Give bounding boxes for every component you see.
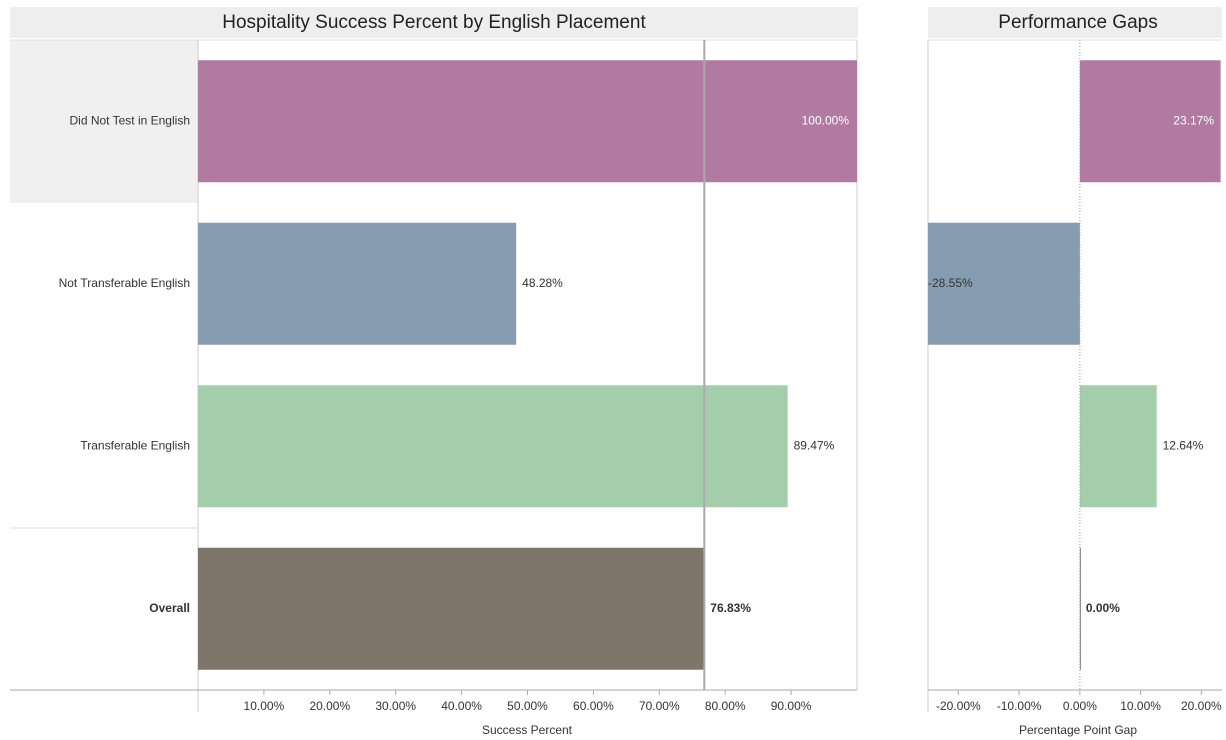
x-tick-label: 60.00% [573,699,614,713]
bar [198,547,705,670]
x-tick-label: 20.00% [1181,699,1222,713]
category-label: Not Transferable English [59,276,190,290]
value-label: 48.28% [522,276,563,290]
value-label: 23.17% [1173,113,1214,127]
title-bar [928,7,1222,38]
bar [198,385,788,508]
x-axis-label: Percentage Point Gap [1019,723,1137,737]
x-tick-label: 90.00% [771,699,812,713]
bar [1079,385,1157,508]
x-tick-label: 80.00% [705,699,746,713]
value-label: 76.83% [710,601,751,615]
x-tick-label: 10.00% [244,699,285,713]
x-tick-label: 10.00% [1120,699,1161,713]
bar [1079,547,1081,670]
bar [198,60,857,183]
selected-row [10,40,198,203]
x-tick-label: 70.00% [639,699,680,713]
value-label: 12.64% [1163,438,1204,452]
title-bar [10,7,858,38]
chart-title: Hospitality Success Percent by English P… [222,12,646,33]
x-tick-label: 20.00% [309,699,350,713]
category-label: Overall [149,601,190,615]
value-label: -28.55% [928,276,973,290]
x-axis-label: Success Percent [482,723,573,737]
bar [928,222,1080,345]
x-tick-label: 0.00% [1063,699,1097,713]
value-label: 100.00% [802,113,850,127]
bar [1079,60,1221,183]
plot [928,60,1221,670]
x-tick-label: -10.00% [997,699,1042,713]
category-label: Transferable English [80,438,190,452]
x-tick-label: -20.00% [936,699,981,713]
chart-title: Performance Gaps [998,12,1157,33]
x-tick-label: 30.00% [375,699,416,713]
x-tick-label: 40.00% [441,699,482,713]
value-label: 89.47% [794,438,835,452]
value-label: 0.00% [1086,601,1120,615]
category-label: Did Not Test in English [69,113,190,127]
x-tick-label: 50.00% [507,699,548,713]
plot [198,60,857,670]
bar [198,222,517,345]
